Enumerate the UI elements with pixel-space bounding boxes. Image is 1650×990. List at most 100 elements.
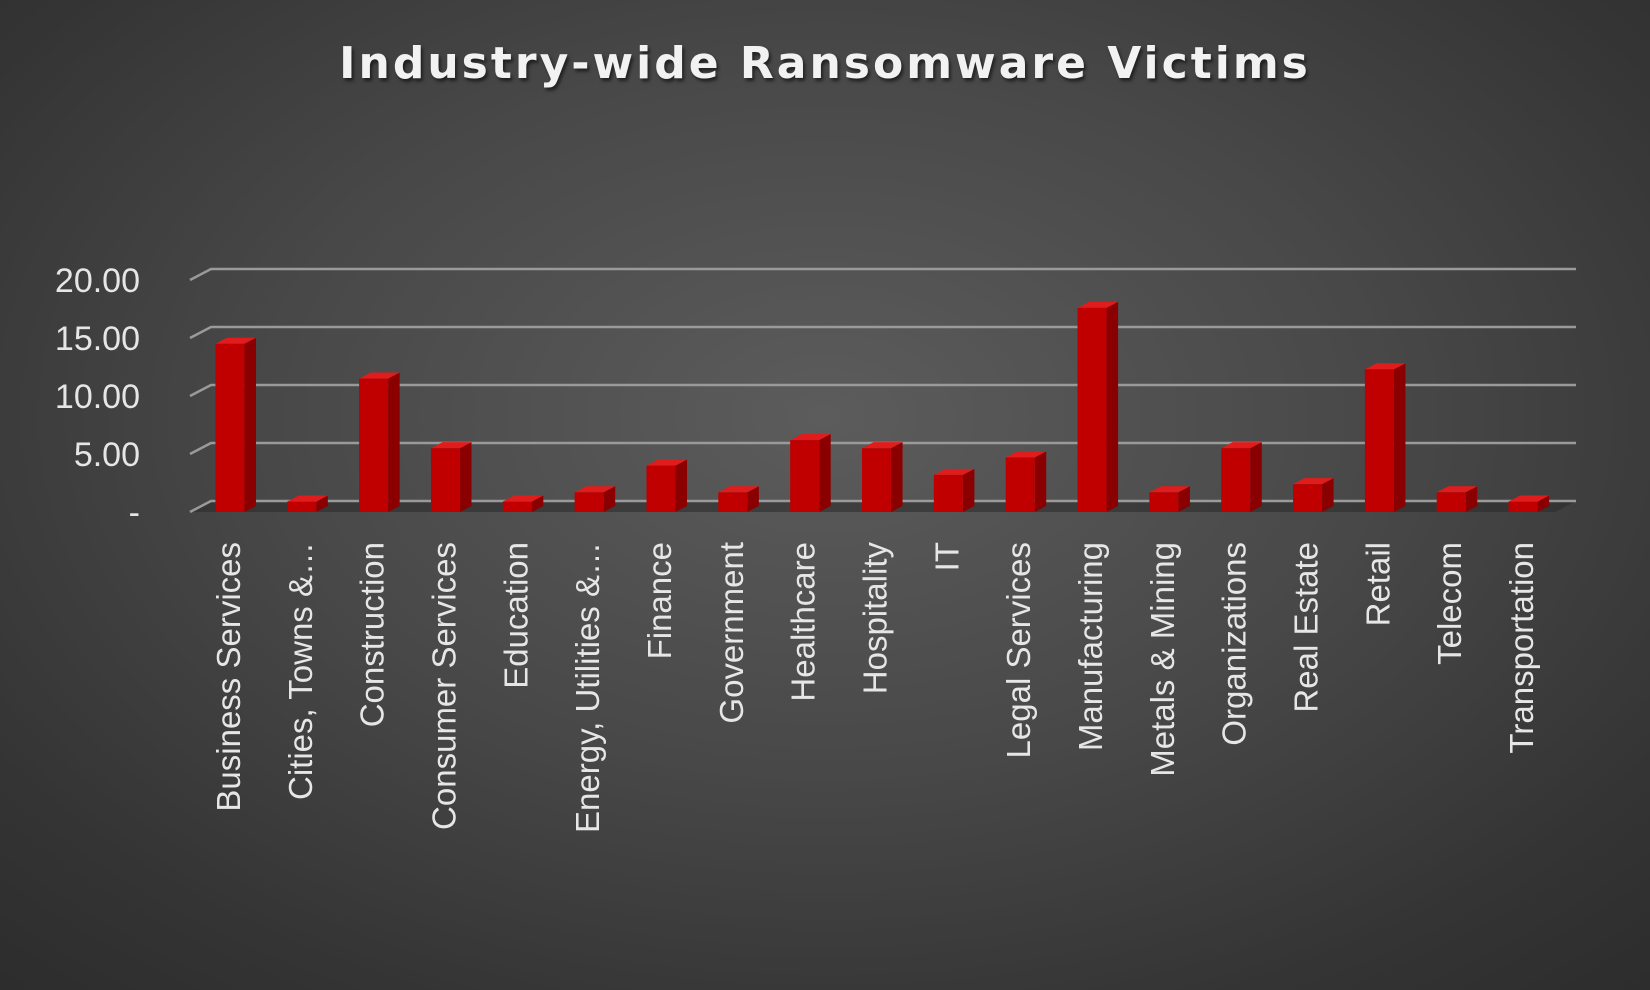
bar-front	[933, 474, 963, 512]
gridline	[189, 499, 1576, 514]
x-tick-label: Construction	[354, 542, 391, 727]
bar-front	[1436, 492, 1466, 512]
x-tick-label: Finance	[641, 542, 678, 659]
bar-side	[388, 372, 400, 512]
y-tick-label: 15.00	[55, 320, 140, 358]
bar-side	[675, 459, 688, 512]
y-tick-label: 20.00	[55, 262, 140, 300]
bar-top	[1436, 486, 1478, 493]
bar-top	[287, 495, 328, 502]
x-tick-label: Telecom	[1431, 542, 1468, 665]
x-tick-label: Manufacturing	[1072, 542, 1109, 751]
bar	[790, 434, 831, 512]
x-tick-label: Government	[713, 542, 750, 724]
bar	[862, 442, 903, 512]
bar-top	[1077, 301, 1119, 308]
bar-top	[933, 468, 975, 475]
bar	[1364, 363, 1406, 512]
x-tick-label: Cities, Towns &…	[282, 542, 319, 800]
bar	[430, 442, 472, 512]
bar-side	[1250, 442, 1262, 512]
bar-front	[862, 448, 891, 512]
bar-top	[646, 459, 688, 466]
bar-side	[1465, 486, 1478, 512]
bar-front	[215, 343, 245, 512]
bar-top	[1005, 451, 1047, 458]
bar-side	[891, 442, 903, 512]
x-tick-label: Retail	[1359, 542, 1396, 626]
bar-side	[1106, 301, 1119, 512]
bar-side	[244, 337, 256, 512]
bar	[574, 486, 616, 512]
chart-title: Industry-wide Ransomware Victims	[339, 38, 1311, 89]
x-tick-label: Energy, Utilities &…	[569, 542, 606, 833]
bar	[1293, 478, 1334, 512]
gridlines	[189, 267, 1576, 514]
bar-front	[287, 501, 317, 512]
x-tick-label: Consumer Services	[425, 542, 462, 830]
bar-side	[603, 486, 616, 512]
bar-top	[1221, 442, 1262, 449]
bar-top	[574, 486, 616, 493]
bar-front	[502, 501, 532, 512]
bar-series	[215, 301, 1550, 512]
bar-side	[1178, 486, 1190, 512]
bar-side	[459, 442, 472, 512]
bar-front	[574, 492, 604, 512]
x-tick-label: Transportation	[1503, 542, 1540, 754]
x-tick-label: Hospitality	[857, 542, 894, 695]
gridline	[189, 325, 1576, 340]
bar-side	[1393, 363, 1406, 512]
bar-side	[1537, 495, 1550, 512]
bar-side	[531, 495, 544, 512]
bar-front	[1293, 484, 1323, 512]
bar	[1221, 442, 1262, 512]
x-tick-label: Business Services	[210, 542, 247, 812]
x-axis-ticks: Business Services Cities, Towns &… Constru…	[210, 542, 1540, 833]
bar-front	[1221, 448, 1251, 512]
bar	[1508, 495, 1550, 512]
y-tick-label: 10.00	[55, 378, 140, 416]
bar-side	[747, 486, 759, 512]
bar-top	[502, 495, 544, 502]
bar-top	[1293, 478, 1334, 485]
x-tick-label: Organizations	[1216, 542, 1253, 746]
gridline	[189, 441, 1576, 456]
bar-side	[1034, 451, 1047, 512]
bar-top	[1149, 486, 1190, 493]
bar-front	[1364, 369, 1394, 512]
bar	[287, 495, 328, 512]
bar-top	[215, 337, 256, 344]
bar	[215, 337, 256, 512]
bar-side	[819, 434, 831, 512]
bar-top	[359, 372, 400, 379]
x-tick-label: Real Estate	[1288, 542, 1325, 713]
bar-front	[790, 440, 820, 512]
x-tick-label: Legal Services	[1000, 542, 1037, 758]
bar-side	[316, 495, 328, 512]
y-tick-label: -	[129, 494, 140, 532]
bar-front	[430, 448, 460, 512]
y-tick-label: 5.00	[74, 436, 140, 474]
bar	[1005, 451, 1047, 512]
gridline	[189, 267, 1576, 282]
x-tick-label: Healthcare	[785, 542, 822, 702]
bar	[718, 486, 759, 512]
bar-front	[1149, 492, 1179, 512]
bar	[1149, 486, 1190, 512]
bar-front	[646, 465, 676, 512]
bar-side	[962, 468, 975, 512]
bar-top	[430, 442, 472, 449]
bar-top	[862, 442, 903, 449]
x-tick-label: Education	[497, 542, 534, 689]
bar	[1077, 301, 1119, 512]
bar-top	[1364, 363, 1406, 370]
bar-top	[790, 434, 831, 441]
bar	[359, 372, 400, 512]
x-tick-label: IT	[928, 542, 965, 571]
bar-top	[1508, 495, 1550, 502]
bar-front	[1508, 501, 1538, 512]
bar-front	[718, 492, 748, 512]
bar-front	[359, 378, 389, 512]
